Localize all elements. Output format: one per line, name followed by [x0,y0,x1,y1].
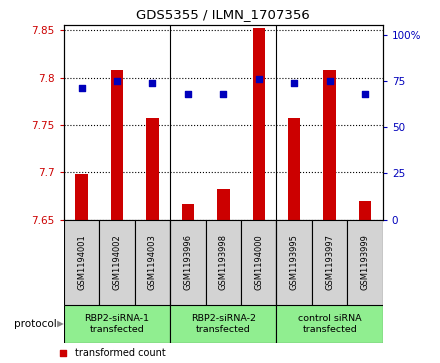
Bar [241,220,276,305]
Bar [170,220,205,305]
Point [326,78,333,84]
Text: GSM1194001: GSM1194001 [77,234,86,290]
Text: GSM1193998: GSM1193998 [219,234,228,290]
Text: GSM1193997: GSM1193997 [325,234,334,290]
Bar [347,220,383,305]
Bar [182,204,194,220]
Text: GSM1194000: GSM1194000 [254,234,263,290]
Point [60,351,67,356]
Bar [64,305,170,343]
Bar [205,220,241,305]
Point [291,80,298,86]
Bar [75,174,88,220]
Point [184,91,191,97]
Bar [253,28,265,220]
Point [362,91,369,97]
Bar [99,220,135,305]
Bar [288,118,301,220]
Bar [217,189,230,220]
Text: transformed count: transformed count [75,348,166,359]
Text: control siRNA
transfected: control siRNA transfected [298,314,361,334]
Text: RBP2-siRNA-2
transfected: RBP2-siRNA-2 transfected [191,314,256,334]
Bar [359,201,371,220]
Bar [276,220,312,305]
Text: GSM1194002: GSM1194002 [113,234,121,290]
Point [255,76,262,82]
Bar [135,220,170,305]
Point [114,78,121,84]
Bar [146,118,158,220]
Bar [323,70,336,220]
Title: GDS5355 / ILMN_1707356: GDS5355 / ILMN_1707356 [136,8,310,21]
Text: GSM1193995: GSM1193995 [290,234,299,290]
Text: protocol: protocol [15,319,57,329]
Bar [64,220,99,305]
Point [220,91,227,97]
Bar [312,220,347,305]
Text: GSM1193999: GSM1193999 [360,234,370,290]
Point [78,85,85,91]
Text: RBP2-siRNA-1
transfected: RBP2-siRNA-1 transfected [84,314,150,334]
Text: GSM1194003: GSM1194003 [148,234,157,290]
Text: GSM1193996: GSM1193996 [183,234,192,290]
Point [149,80,156,86]
Bar [170,305,276,343]
Bar [276,305,383,343]
Bar [111,70,123,220]
